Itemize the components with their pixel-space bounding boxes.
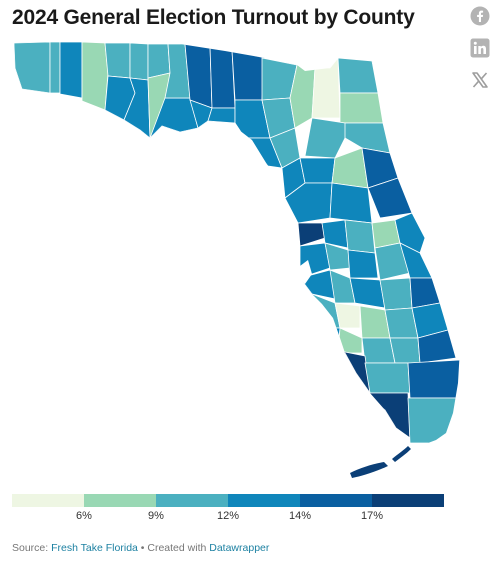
county-region[interactable] [231, 49, 266, 101]
legend-tick: 17% [360, 510, 384, 522]
county-region[interactable] [329, 182, 373, 224]
legend-tick: 14% [288, 510, 312, 522]
county-region[interactable] [147, 43, 171, 79]
county-region[interactable] [361, 337, 396, 364]
county-region[interactable] [344, 392, 411, 439]
county-region[interactable] [334, 302, 361, 329]
county-region[interactable] [349, 277, 386, 309]
tampa-bay [299, 260, 312, 284]
legend-tick: 12% [216, 510, 240, 522]
legend-swatch [12, 494, 84, 507]
county-region[interactable] [297, 222, 326, 247]
county-region[interactable] [339, 92, 384, 124]
source-prefix: Source: [12, 542, 52, 554]
county-region[interactable] [104, 42, 131, 79]
county-region[interactable] [81, 41, 109, 111]
county-region[interactable] [394, 212, 426, 254]
county-region[interactable] [379, 277, 413, 311]
source-link[interactable]: Fresh Take Florida [51, 542, 138, 554]
florida-keys[interactable] [350, 462, 388, 478]
county-region[interactable] [321, 327, 341, 354]
county-region[interactable] [389, 337, 421, 364]
footer: Source: Fresh Take Florida • Created wit… [12, 542, 269, 554]
legend-bar [12, 494, 444, 507]
legend-tick: 9% [148, 510, 164, 522]
county-regions [14, 41, 460, 444]
county-region[interactable] [311, 56, 341, 119]
legend-swatch [300, 494, 372, 507]
county-region[interactable] [344, 219, 376, 254]
legend-swatch [156, 494, 228, 507]
color-legend: 6% 9% 12% 14% 17% [12, 494, 444, 524]
county-region[interactable] [337, 327, 363, 354]
datawrapper-link[interactable]: Datawrapper [209, 542, 270, 554]
linkedin-icon[interactable] [470, 38, 490, 58]
county-region[interactable] [304, 117, 346, 159]
legend-swatch [84, 494, 156, 507]
county-region[interactable] [364, 362, 411, 394]
county-region[interactable] [207, 107, 236, 124]
county-region[interactable] [407, 359, 460, 399]
county-region[interactable] [299, 157, 336, 184]
footer-separator: • Created with [137, 542, 210, 554]
county-region[interactable] [324, 347, 371, 394]
county-region[interactable] [347, 249, 379, 279]
county-region[interactable] [49, 41, 61, 94]
county-region[interactable] [337, 57, 379, 94]
county-region[interactable] [417, 329, 457, 364]
legend-tick: 6% [76, 510, 92, 522]
county-region[interactable] [59, 41, 83, 99]
x-icon[interactable] [470, 70, 490, 90]
legend-swatch [228, 494, 300, 507]
facebook-icon[interactable] [470, 6, 490, 26]
county-region[interactable] [209, 45, 236, 109]
florida-keys[interactable] [392, 446, 411, 462]
county-region[interactable] [407, 397, 460, 444]
share-bar [470, 6, 490, 102]
county-region[interactable] [129, 42, 149, 81]
chart-title: 2024 General Election Turnout by County [12, 6, 415, 29]
county-region[interactable] [14, 41, 51, 94]
florida-county-map [14, 41, 460, 478]
legend-swatch [372, 494, 444, 507]
